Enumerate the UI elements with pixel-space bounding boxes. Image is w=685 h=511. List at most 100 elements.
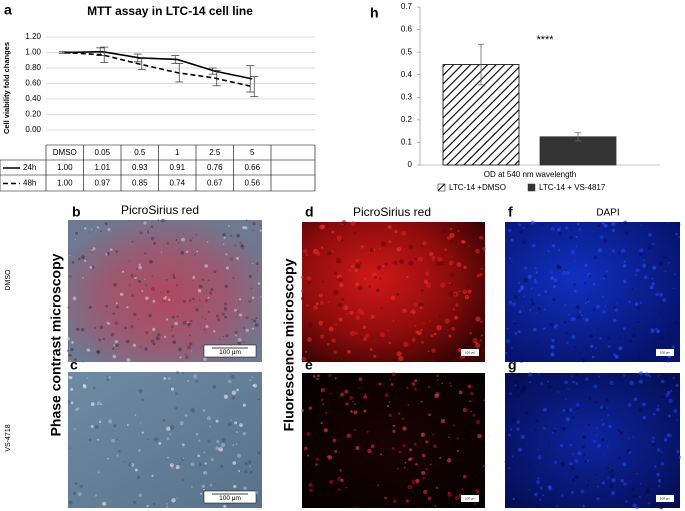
texture-dot [319, 301, 324, 305]
texture-dot [617, 252, 621, 255]
texture-dot [176, 371, 179, 374]
texture-dot [204, 318, 206, 320]
texture-dot [535, 479, 541, 485]
texture-dot [171, 335, 175, 338]
texture-dot [187, 322, 191, 327]
texture-dot [308, 406, 313, 410]
texture-dot [406, 386, 409, 390]
texture-dot [411, 382, 416, 386]
texture-dot [602, 481, 606, 485]
texture-dot [463, 474, 467, 479]
texture-dot [475, 342, 481, 348]
texture-dot [640, 224, 642, 227]
texture-dot [628, 300, 632, 304]
texture-dot [203, 488, 205, 491]
texture-dot [96, 350, 101, 355]
texture-dot [195, 233, 197, 236]
texture-dot [223, 504, 227, 509]
texture-dot [675, 232, 678, 236]
texture-dot [593, 255, 598, 260]
panel-letter: b [72, 204, 81, 220]
texture-dot [345, 312, 348, 315]
texture-dot [306, 304, 309, 307]
texture-dot [606, 335, 611, 340]
texture-dot [179, 463, 181, 465]
texture-dot [517, 330, 521, 334]
texture-dot [587, 479, 590, 482]
texture-dot [537, 477, 540, 480]
texture-dot [469, 400, 472, 403]
texture-dot [155, 336, 160, 341]
texture-dot [195, 379, 199, 383]
texture-dot [516, 425, 519, 428]
texture-dot [516, 427, 520, 431]
texture-dot [199, 299, 201, 302]
texture-dot [174, 407, 178, 410]
texture-dot [249, 378, 252, 382]
texture-dot [307, 454, 310, 457]
texture-dot [74, 482, 78, 485]
texture-dot [157, 333, 161, 337]
texture-dot [139, 346, 142, 348]
texture-dot [81, 255, 85, 260]
texture-dot [257, 451, 261, 455]
texture-dot [88, 305, 92, 310]
texture-dot [108, 375, 112, 379]
texture-dot [448, 382, 451, 385]
texture-dot [438, 315, 442, 318]
texture-dot [638, 352, 641, 355]
texture-dot [575, 381, 579, 385]
texture-dot [249, 465, 251, 467]
texture-dot [509, 257, 512, 260]
texture-dot [388, 240, 392, 243]
texture-dot [323, 428, 328, 433]
texture-dot [429, 463, 432, 466]
texture-dot [596, 434, 598, 436]
table-value: 0.93 [132, 163, 148, 172]
texture-dot [425, 282, 432, 289]
texture-dot [677, 236, 680, 238]
texture-dot [366, 430, 369, 433]
texture-dot [134, 275, 137, 278]
texture-dot [96, 226, 100, 229]
texture-dot [379, 453, 383, 456]
texture-dot [116, 454, 119, 457]
texture-dot [470, 410, 472, 413]
texture-dot [590, 350, 593, 352]
table-value: 0.85 [132, 179, 148, 188]
texture-dot [172, 276, 176, 279]
texture-dot [566, 271, 570, 275]
texture-dot [182, 372, 185, 375]
texture-dot [239, 423, 243, 428]
texture-dot [522, 227, 525, 229]
table-value: 0.76 [207, 163, 223, 172]
texture-dot [197, 481, 199, 483]
texture-dot [392, 320, 395, 322]
texture-dot [391, 447, 395, 450]
texture-dot [576, 407, 579, 410]
texture-dot [83, 383, 86, 387]
texture-dot [668, 414, 672, 418]
texture-dot [452, 424, 455, 427]
texture-dot [506, 327, 509, 330]
texture-dot [109, 248, 113, 252]
texture-dot [570, 229, 573, 231]
texture-dot [613, 305, 616, 309]
images: b PicroSirius red 100 µm c 100 µm d PicroSiriu… [5, 203, 682, 510]
texture-dot [182, 320, 187, 325]
texture-dot [582, 504, 585, 508]
texture-dot [554, 282, 557, 285]
texture-dot [519, 229, 524, 234]
texture-dot [522, 385, 527, 390]
texture-dot [198, 284, 203, 289]
texture-dot [378, 382, 382, 386]
texture-dot [565, 417, 571, 422]
y-tick-label: 0.60 [25, 79, 41, 88]
texture-dot [659, 374, 661, 376]
texture-dot [233, 308, 237, 312]
texture-dot [428, 413, 431, 417]
texture-dot [80, 328, 85, 332]
texture-dot [107, 228, 111, 231]
texture-dot [390, 383, 394, 386]
texture-dot [238, 470, 241, 473]
